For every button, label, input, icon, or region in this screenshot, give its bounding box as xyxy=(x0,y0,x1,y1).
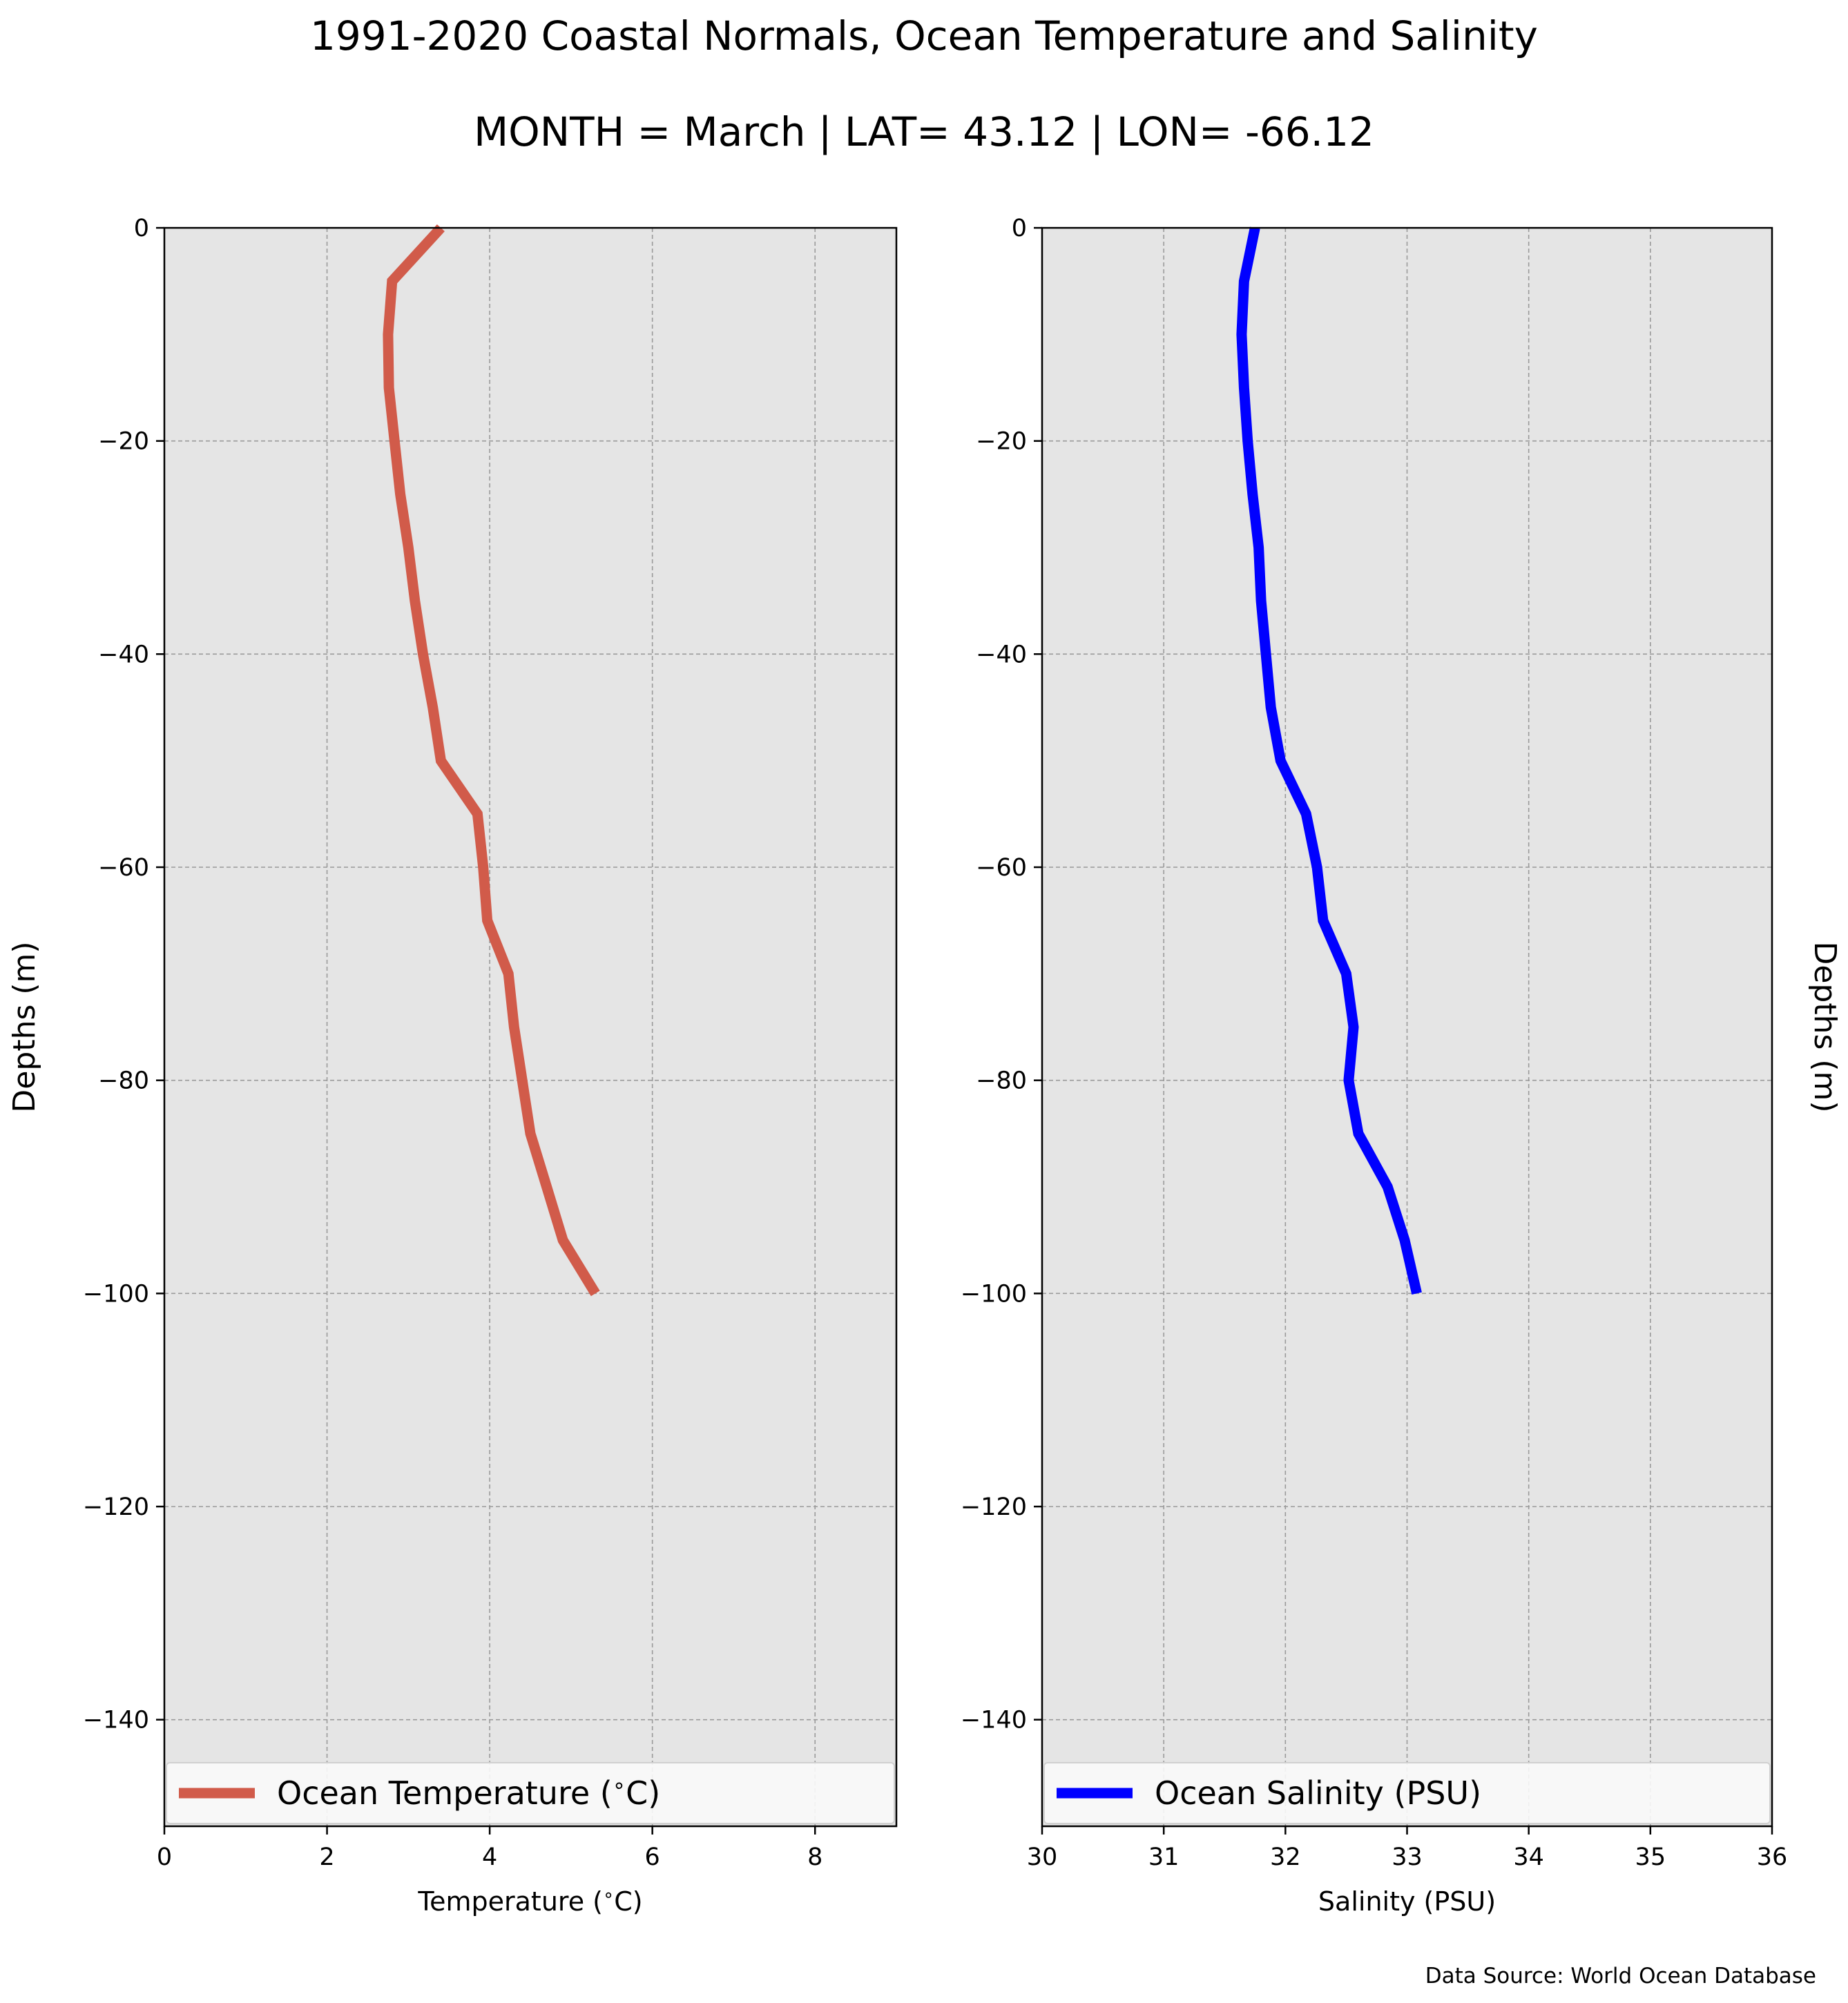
temperature-x-tick-label: 4 xyxy=(482,1844,497,1871)
chart-title: 1991-2020 Coastal Normals, Ocean Tempera… xyxy=(310,12,1538,59)
salinity-y-tick-label: −40 xyxy=(976,641,1027,668)
salinity-x-tick-label: 31 xyxy=(1148,1844,1180,1871)
salinity-panel: Ocean Salinity (PSU) 30 31 32 33 34 35 36 0 −20 −4… xyxy=(961,215,1842,1917)
temperature-y-tick-label: −20 xyxy=(98,428,149,456)
temperature-y-tick-label: −80 xyxy=(98,1067,149,1095)
temperature-y-tick-label: −60 xyxy=(98,854,149,882)
salinity-y-tick-label: 0 xyxy=(1012,215,1027,242)
temperature-y-tick-label: −100 xyxy=(83,1280,149,1308)
salinity-legend-label: Ocean Salinity (PSU) xyxy=(1155,1774,1481,1812)
salinity-y-tick-label: −100 xyxy=(961,1280,1027,1308)
salinity-x-tick-label: 34 xyxy=(1513,1844,1544,1871)
temperature-y-tick-label: −40 xyxy=(98,641,149,668)
salinity-legend: Ocean Salinity (PSU) xyxy=(1043,1762,1771,1824)
salinity-series-line xyxy=(1236,226,1422,1295)
salinity-y-axis-label: Depths (m) xyxy=(1807,941,1842,1112)
temperature-x-tick-label: 0 xyxy=(157,1844,172,1871)
salinity-y-tick-label: −80 xyxy=(976,1067,1027,1095)
data-source-note: Data Source: World Ocean Database xyxy=(1425,1964,1816,1989)
temperature-y-tick-label: 0 xyxy=(134,215,149,242)
temperature-x-tick-label: 8 xyxy=(807,1844,822,1871)
temperature-x-tick-label: 6 xyxy=(645,1844,660,1871)
salinity-x-tick-label: 36 xyxy=(1757,1844,1788,1871)
temperature-plot-area xyxy=(164,228,896,1826)
salinity-x-tick-label: 33 xyxy=(1392,1844,1423,1871)
salinity-x-axis-label: Salinity (PSU) xyxy=(1318,1886,1496,1917)
temperature-y-tick-label: −140 xyxy=(83,1707,149,1734)
temperature-panel: Ocean Temperature (∘C) 0 2 4 6 8 0 −20 −40 −60 −80… xyxy=(7,215,898,1917)
temperature-x-tick-label: 2 xyxy=(319,1844,334,1871)
temperature-y-axis-label: Depths (m) xyxy=(7,941,42,1112)
temperature-legend: Ocean Temperature (∘C) xyxy=(166,1762,895,1824)
salinity-y-tick-label: −140 xyxy=(961,1707,1027,1734)
temperature-legend-box xyxy=(166,1762,895,1824)
salinity-x-tick-label: 35 xyxy=(1635,1844,1666,1871)
salinity-y-tick-label: −20 xyxy=(976,428,1027,456)
temperature-legend-label: Ocean Temperature (∘C) xyxy=(277,1773,660,1812)
salinity-plot-area xyxy=(1042,228,1772,1826)
salinity-y-tick-label: −60 xyxy=(976,854,1027,882)
salinity-legend-box xyxy=(1043,1762,1771,1824)
temperature-y-tick-label: −120 xyxy=(83,1493,149,1521)
salinity-x-tick-label: 30 xyxy=(1027,1844,1058,1871)
salinity-x-tick-label: 32 xyxy=(1270,1844,1301,1871)
temperature-x-axis-label: Temperature (∘C) xyxy=(417,1885,642,1917)
panels: Ocean Temperature (∘C) 0 2 4 6 8 0 −20 −40 −60 −80… xyxy=(7,215,1842,1917)
temperature-axes-frame xyxy=(163,226,898,1828)
salinity-y-tick-label: −120 xyxy=(961,1493,1027,1521)
temperature-series-line xyxy=(383,224,600,1297)
chart-subtitle: MONTH = March | LAT= 43.12 | LON= -66.12 xyxy=(474,108,1374,155)
